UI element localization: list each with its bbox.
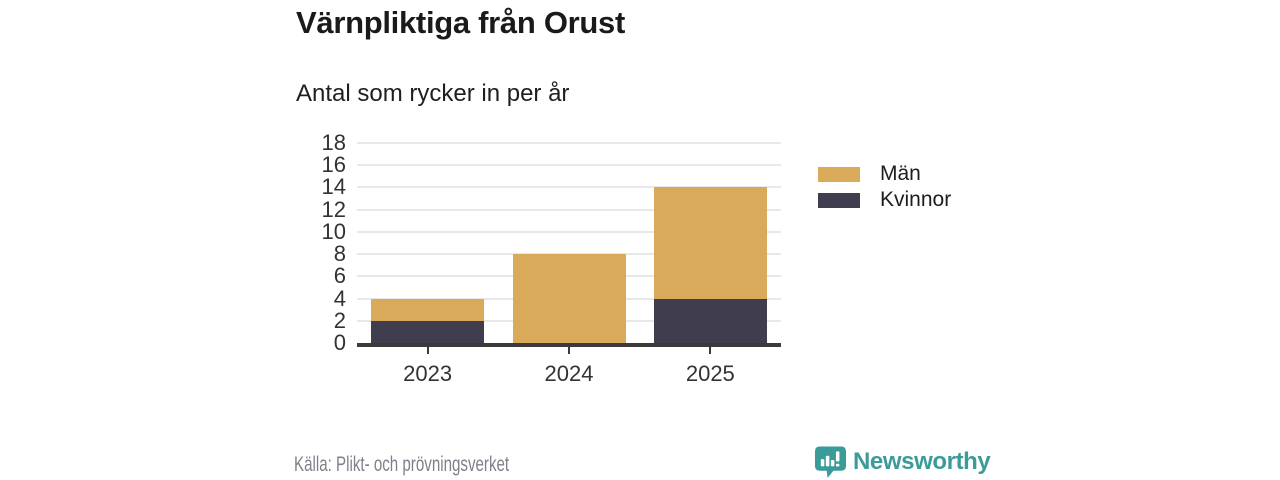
x-tick-mark (426, 346, 429, 354)
y-tick-label: 14 (321, 174, 346, 200)
y-tick-label: 8 (333, 241, 346, 267)
bar-segment-kvinnor (371, 320, 485, 343)
x-tick-mark (568, 346, 570, 354)
newsworthy-bar-chart-speech-bubble-icon (814, 446, 847, 479)
legend-swatch (818, 166, 860, 182)
plot-area: 2023 2024 2025 (357, 142, 781, 386)
chart-subtitle: Antal som rycker in per år (296, 80, 570, 107)
x-tick-label: 2023 (403, 361, 453, 386)
bar-segment-män (653, 187, 767, 299)
newsworthy-logo: Newsworthy (814, 445, 991, 479)
y-tick-label: 10 (321, 218, 346, 244)
bar-segment-män (371, 298, 485, 321)
y-axis-labels: 0 2 4 6 8 10 12 14 16 18 (266, 131, 346, 355)
x-axis-line (357, 343, 781, 347)
legend-swatch (818, 192, 860, 208)
chart-title: Värnpliktiga från Orust (296, 5, 625, 40)
legend-label: Kvinnor (880, 188, 952, 211)
gridline (357, 186, 781, 189)
x-tick-label: 2024 (544, 361, 594, 386)
bar-segment-kvinnor (653, 298, 767, 343)
gridline (357, 164, 781, 167)
y-tick-label: 4 (333, 285, 346, 311)
legend: Män Kvinnor (818, 161, 951, 213)
legend-item: Kvinnor (818, 187, 951, 213)
gridline (357, 208, 781, 211)
legend-item: Män (818, 161, 951, 187)
x-tick-label: 2025 (685, 361, 735, 386)
newsworthy-wordmark: Newsworthy (853, 448, 991, 475)
y-tick-label: 12 (321, 196, 346, 222)
y-tick-label: 18 (321, 130, 346, 155)
y-tick-label: 0 (333, 330, 346, 355)
gridline (357, 142, 781, 144)
y-tick-label: 16 (321, 152, 346, 178)
y-tick-label: 6 (333, 263, 346, 289)
source-text: Källa: Plikt- och prövningsverket (294, 453, 510, 476)
y-tick-label: 2 (333, 307, 346, 333)
bar-segment-män (512, 254, 626, 343)
x-tick-mark (709, 346, 712, 354)
legend-label: Män (880, 162, 921, 185)
gridline (357, 230, 781, 233)
